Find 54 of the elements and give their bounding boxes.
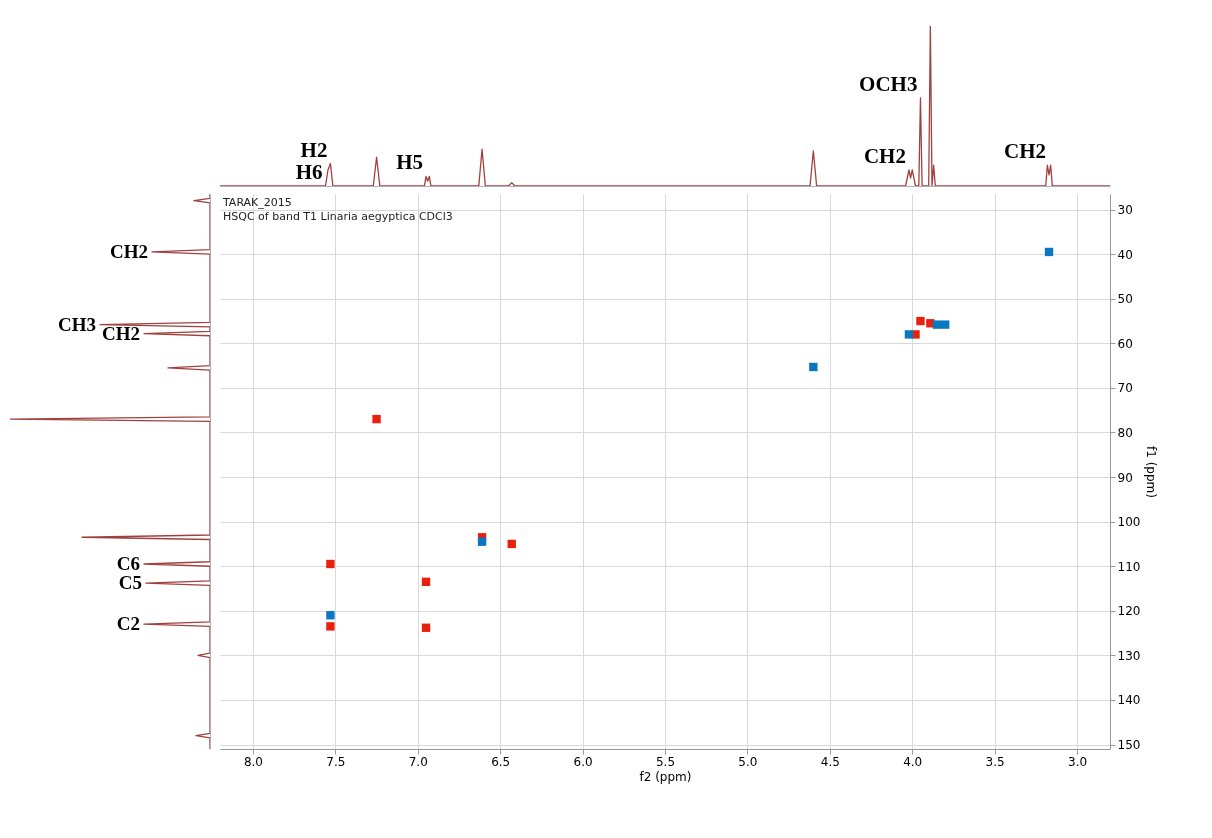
y-tick-label: 70 (1117, 381, 1133, 396)
point (941, 320, 950, 329)
point (421, 623, 431, 632)
y-tick-label: 130 (1117, 648, 1141, 663)
annotation: H5 (396, 150, 424, 175)
x-tick-label: 6.0 (573, 754, 593, 769)
annotation: CH2 (863, 144, 906, 168)
point (809, 362, 818, 372)
x-tick-label: 3.5 (985, 754, 1005, 769)
y-axis-title: f1 (ppm) (1144, 446, 1159, 498)
annotation: TARAK_2015 (222, 196, 292, 209)
point (326, 622, 335, 631)
point (326, 611, 335, 620)
annotation: C2 (116, 613, 140, 635)
annotation: CH2 (1004, 139, 1047, 164)
point (916, 316, 925, 326)
annotation: C5 (118, 572, 142, 594)
x-tick-label: 6.5 (491, 754, 511, 769)
annotation: H2 (300, 137, 328, 162)
point (507, 539, 516, 549)
x-tick-label: 3.0 (1067, 754, 1088, 769)
x-tick-label: 8.0 (243, 754, 264, 769)
annotation: C6 (116, 553, 140, 574)
x-tick-label: 4.5 (820, 754, 840, 769)
y-tick-label: 140 (1117, 693, 1141, 708)
y-tick-label: 120 (1117, 604, 1141, 619)
annotation: CH3 (58, 313, 96, 335)
y-tick-label: 40 (1117, 247, 1133, 262)
y-tick-label: 90 (1117, 470, 1133, 485)
x-axis-title: f2 (ppm) (639, 769, 692, 784)
y-tick-label: 30 (1117, 203, 1133, 218)
annotation: OCH3 (859, 72, 918, 96)
y-tick-label: 50 (1117, 292, 1133, 307)
annotation: H6 (295, 160, 323, 184)
x-tick-label: 7.5 (326, 754, 346, 769)
y-tick-label: 80 (1117, 425, 1133, 440)
point (421, 577, 431, 587)
y-tick-label: 100 (1117, 515, 1141, 530)
point (904, 330, 914, 339)
x-tick-label: 5.0 (738, 754, 758, 769)
annotation: CH2 (102, 322, 140, 344)
point (932, 320, 942, 329)
x-tick-label: 4.0 (903, 754, 923, 769)
y-tick-label: 60 (1117, 336, 1133, 351)
point (477, 537, 487, 546)
point (1044, 247, 1054, 257)
annotation: HSQC of band T1 Linaria aegyptica CDCl3 (223, 210, 453, 223)
annotation: CH2 (110, 240, 148, 262)
y-tick-label: 150 (1117, 738, 1141, 753)
y-tick-label: 110 (1117, 559, 1141, 574)
point (372, 414, 381, 424)
point (326, 559, 335, 569)
x-tick-label: 5.5 (655, 754, 676, 769)
x-tick-label: 7.0 (408, 754, 428, 769)
